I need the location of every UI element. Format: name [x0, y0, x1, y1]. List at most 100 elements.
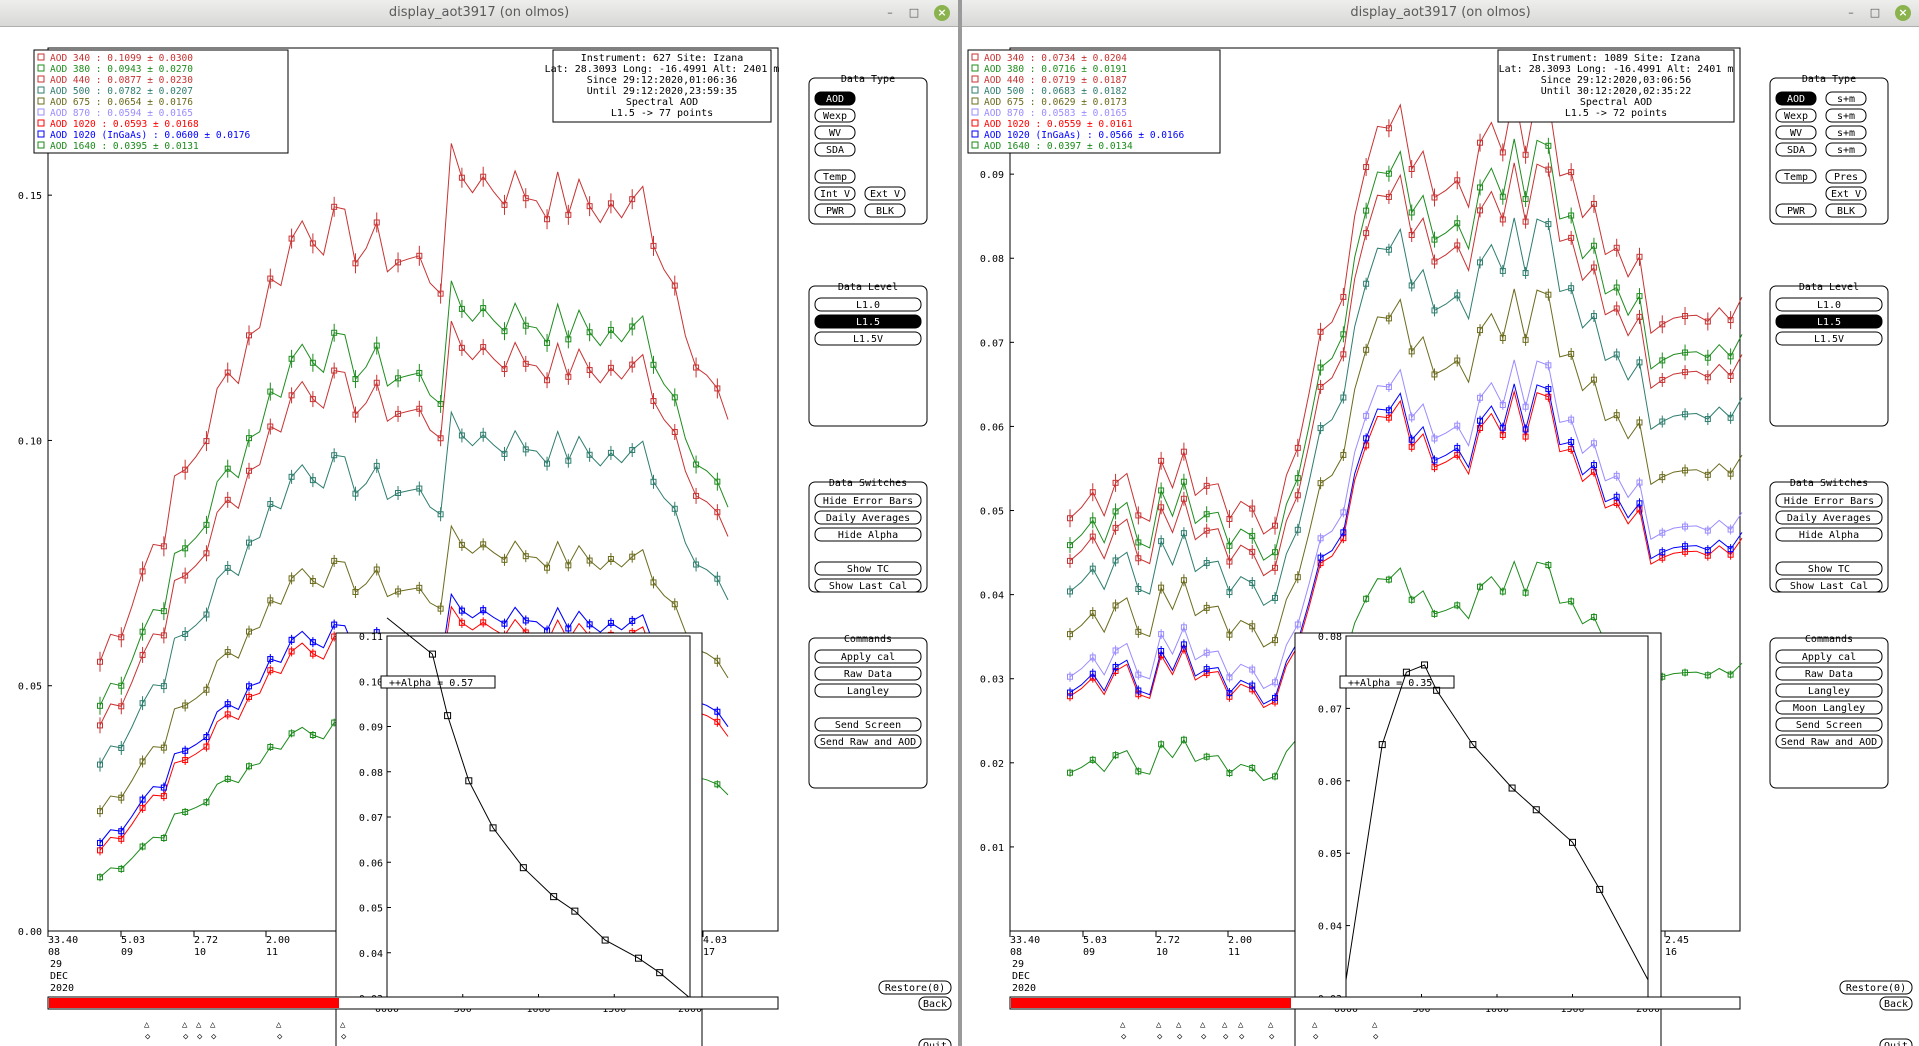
data-point: [1067, 515, 1073, 522]
data-point: [1112, 752, 1119, 759]
series-line: [1069, 217, 1743, 607]
data-point: [1158, 584, 1165, 591]
close-button[interactable]: ×: [1895, 5, 1911, 21]
hide-error-bars-button[interactable]: [814, 493, 922, 508]
data-point: [97, 761, 103, 768]
show-tc-button[interactable]: [814, 561, 922, 576]
x-tick-label: 33.40: [48, 935, 78, 946]
datatype-blk-button[interactable]: [864, 203, 906, 218]
datatype-aod-button[interactable]: [1775, 91, 1817, 106]
apply-cal-button[interactable]: [1775, 649, 1883, 664]
datatype-s-m-button[interactable]: [1825, 142, 1867, 157]
legend-entry: AOD 1020 : 0.0559 ± 0.0161: [984, 119, 1133, 130]
apply-cal-button[interactable]: [814, 649, 922, 664]
langley-button[interactable]: [814, 683, 922, 698]
hide-alpha-button[interactable]: [814, 527, 922, 542]
daily-averages-button[interactable]: [1775, 510, 1883, 525]
data-point: [607, 556, 614, 563]
datatype-int-v-button[interactable]: [814, 186, 856, 201]
data-point: [714, 657, 721, 664]
langley-button[interactable]: [1775, 683, 1883, 698]
data-point: [522, 617, 529, 624]
datatype-blk-button[interactable]: [1825, 203, 1867, 218]
data-point: [1613, 493, 1620, 500]
datatype-ext-v-button[interactable]: [1825, 186, 1867, 201]
data-point: [395, 588, 402, 595]
legend-entry: AOD 340 : 0.0734 ± 0.0204: [984, 53, 1127, 64]
hide-alpha-button[interactable]: [1775, 527, 1883, 542]
series-line: [1069, 162, 1743, 577]
data-point: [160, 744, 167, 751]
data-point: [1545, 166, 1552, 173]
send-raw-and-aod-button-label: Send Raw and AOD: [820, 737, 916, 748]
datatype-sda-button[interactable]: [814, 142, 856, 157]
data-point: [1522, 269, 1529, 276]
data-point: [1272, 773, 1279, 780]
moon-langley-button[interactable]: [1775, 700, 1883, 715]
back-button[interactable]: [918, 996, 952, 1011]
restore-button[interactable]: [1839, 980, 1913, 995]
send-screen-button[interactable]: [1775, 717, 1883, 732]
maximize-button[interactable]: □: [1869, 6, 1881, 19]
level-l1-0-button[interactable]: [1775, 297, 1883, 312]
hide-error-bars-button[interactable]: [1775, 493, 1883, 508]
data-point: [1704, 672, 1711, 679]
data-point: [288, 235, 295, 242]
raw-data-button[interactable]: [814, 666, 922, 681]
datatype-aod-button[interactable]: [814, 91, 856, 106]
datatype-temp-button[interactable]: [814, 169, 856, 184]
info-line: Since 29:12:2020,01:06:36: [587, 75, 738, 86]
timeline-marker: ◇: [1223, 1032, 1229, 1042]
data-point: [224, 564, 231, 571]
datatype-ext-v-button[interactable]: [864, 186, 906, 201]
level-l1-5-button[interactable]: [814, 314, 922, 329]
datatype-pwr-button[interactable]: [814, 203, 856, 218]
data-point: [1249, 764, 1256, 771]
datatype-wv-button[interactable]: [814, 125, 856, 140]
show-tc-button[interactable]: [1775, 561, 1883, 576]
minimize-button[interactable]: –: [1848, 6, 1854, 19]
send-raw-and-aod-button[interactable]: [1775, 734, 1883, 749]
data-point: [1272, 679, 1279, 686]
raw-data-button[interactable]: [1775, 666, 1883, 681]
legend-entry: AOD 340 : 0.1099 ± 0.0300: [50, 53, 193, 64]
datatype-pwr-button[interactable]: [1775, 203, 1817, 218]
send-screen-button[interactable]: [814, 717, 922, 732]
level-l1-5v-button[interactable]: [1775, 331, 1883, 346]
data-point: [1340, 451, 1347, 458]
close-button[interactable]: ×: [934, 5, 950, 21]
back-button[interactable]: [1879, 996, 1913, 1011]
data-point: [1568, 285, 1575, 292]
data-point: [1112, 647, 1119, 654]
datatype-s-m-button[interactable]: [1825, 125, 1867, 140]
inset-y-label: 0.10: [359, 677, 383, 688]
timeline-marker: △: [1238, 1020, 1244, 1030]
data-point: [1317, 328, 1324, 335]
level-l1-5v-button[interactable]: [814, 331, 922, 346]
send-raw-and-aod-button[interactable]: [814, 734, 922, 749]
datatype-temp-button[interactable]: [1775, 169, 1817, 184]
data-point: [1340, 331, 1347, 338]
datatype-sda-button[interactable]: [1775, 142, 1817, 157]
datatype-pres-button[interactable]: [1825, 169, 1867, 184]
y-tick-label: 0.01: [980, 843, 1004, 854]
restore-button[interactable]: [878, 980, 952, 995]
level-l1-0-button[interactable]: [814, 297, 922, 312]
data-point: [118, 835, 125, 842]
show-last-cal-button[interactable]: [1775, 578, 1883, 593]
daily-averages-button[interactable]: [814, 510, 922, 525]
datatype-s-m-button[interactable]: [1825, 108, 1867, 123]
maximize-button[interactable]: □: [908, 6, 920, 19]
info-line: Since 29:12:2020,03:06:56: [1541, 75, 1692, 86]
datatype-wexp-button[interactable]: [814, 108, 856, 123]
datatype-wexp-button[interactable]: [1775, 108, 1817, 123]
data-point: [1067, 557, 1073, 564]
datatype-wv-button[interactable]: [1775, 125, 1817, 140]
data-point: [139, 700, 146, 707]
data-point: [1363, 346, 1370, 353]
show-last-cal-button[interactable]: [814, 578, 922, 593]
datatype-s-m-button[interactable]: [1825, 91, 1867, 106]
level-l1-5v-button-label: L1.5V: [1814, 334, 1844, 345]
minimize-button[interactable]: –: [887, 6, 893, 19]
level-l1-5-button[interactable]: [1775, 314, 1883, 329]
